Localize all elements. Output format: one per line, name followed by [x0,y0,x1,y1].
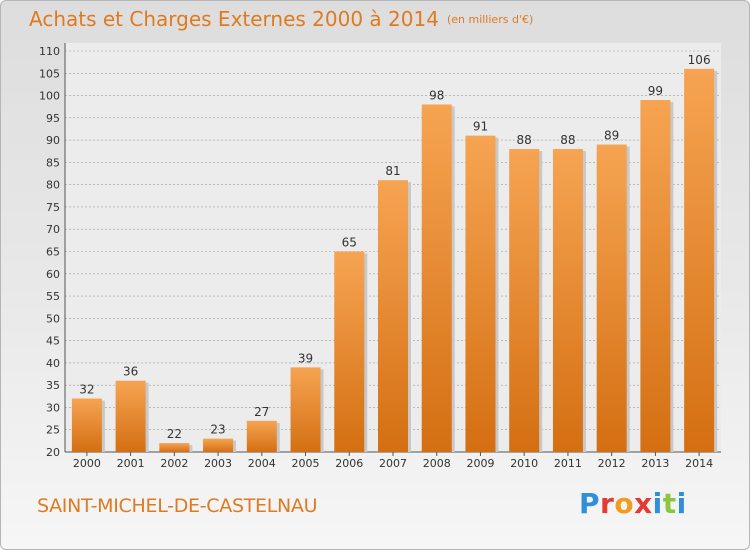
bar [334,251,365,452]
x-tick-label: 2014 [685,457,713,470]
bar [71,398,102,452]
y-tick-label: 85 [46,156,60,169]
bar [115,380,146,452]
y-tick-label: 105 [39,67,60,80]
y-tick-label: 100 [39,90,60,103]
bar [552,149,583,452]
x-tick-label: 2008 [423,457,451,470]
bar [684,68,715,453]
y-tick-label: 30 [46,401,60,414]
bar [509,149,540,452]
x-tick-label: 2012 [598,457,626,470]
y-tick-label: 25 [46,424,60,437]
data-label: 88 [560,133,575,147]
x-tick-label: 2004 [248,457,276,470]
x-tick-label: 2000 [73,457,101,470]
y-tick-label: 60 [46,268,60,281]
x-tick-label: 2001 [117,457,145,470]
y-tick-label: 75 [46,201,60,214]
chart-unit: (en milliers d'€) [446,13,534,26]
data-label: 36 [123,365,138,379]
y-tick-label: 50 [46,312,60,325]
proxiti-logo: Proxiti [579,487,687,520]
y-tick-label: 110 [39,45,60,58]
y-tick-label: 80 [46,179,60,192]
data-label: 65 [342,236,357,250]
bar [421,104,452,452]
x-tick-label: 2013 [641,457,669,470]
bar [290,367,321,452]
bar [465,135,496,452]
data-label: 106 [688,53,711,67]
chart-title: Achats et Charges Externes 2000 à 2014 (e… [29,7,533,31]
bar [378,180,408,452]
data-label: 88 [517,133,532,147]
y-tick-label: 55 [46,290,60,303]
data-label: 98 [429,88,444,102]
y-tick-label: 35 [46,379,60,392]
data-label: 39 [298,351,313,365]
logo-letter: r [600,487,615,520]
logo-letter: x [634,487,653,520]
bar [246,420,277,452]
data-label: 27 [254,405,269,419]
data-label: 32 [79,383,94,397]
bar [596,144,627,453]
x-tick-label: 2006 [335,457,363,470]
x-tick-label: 2011 [554,457,582,470]
x-tick-label: 2007 [379,457,407,470]
data-label: 91 [473,120,488,134]
y-tick-label: 45 [46,335,60,348]
data-label: 22 [167,427,182,441]
y-tick-label: 20 [46,446,60,459]
data-label: 81 [385,164,400,178]
bar [640,100,671,452]
y-tick-label: 95 [46,112,60,125]
y-tick-label: 65 [46,246,60,259]
y-tick-label: 70 [46,223,60,236]
data-label: 89 [604,129,619,143]
x-tick-label: 2002 [160,457,188,470]
chart-title-text: Achats et Charges Externes 2000 à 2014 [29,7,439,31]
x-tick-label: 2003 [204,457,232,470]
data-label: 99 [648,84,663,98]
logo-letter: o [614,487,635,520]
data-label: 23 [210,423,225,437]
city-name: SAINT-MICHEL-DE-CASTELNAU [37,495,318,517]
x-tick-label: 2009 [466,457,494,470]
logo-letter: P [579,487,601,520]
logo-letter: i [652,487,663,520]
bar [159,443,190,452]
y-tick-label: 90 [46,134,60,147]
x-tick-label: 2005 [292,457,320,470]
bar [203,438,234,452]
logo-letter: t [662,487,677,520]
y-tick-label: 40 [46,357,60,370]
logo-letter: i [676,487,687,520]
x-tick-label: 2010 [510,457,538,470]
